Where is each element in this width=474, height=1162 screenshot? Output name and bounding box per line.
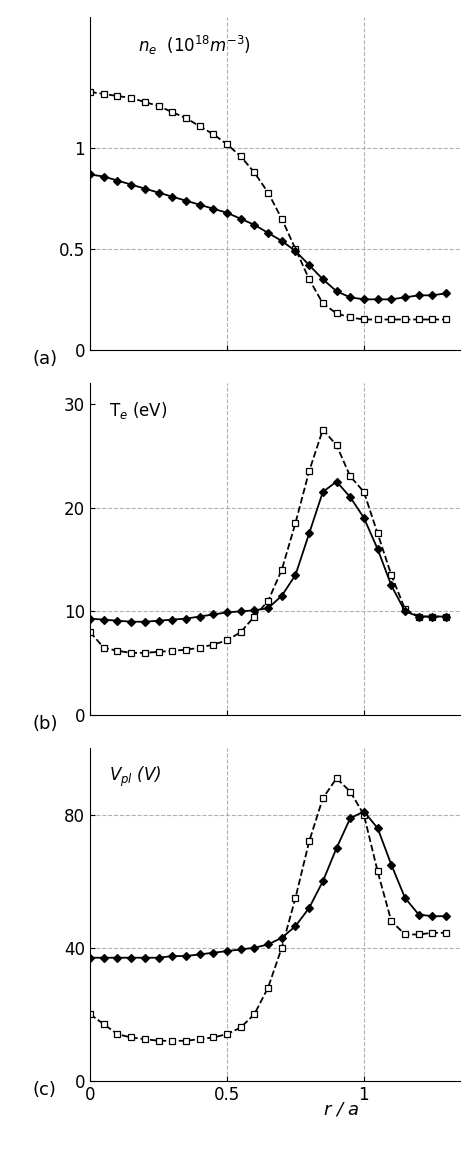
Text: $n_e$  $(10^{18}$m$^{-3})$: $n_e$ $(10^{18}$m$^{-3})$ bbox=[138, 34, 251, 57]
Text: T$_e$ (eV): T$_e$ (eV) bbox=[109, 400, 167, 421]
Text: $r$ / $a$: $r$ / $a$ bbox=[323, 1100, 360, 1119]
Text: (a): (a) bbox=[33, 350, 58, 367]
Text: $V_{pl}$ (V): $V_{pl}$ (V) bbox=[109, 765, 161, 789]
Text: (b): (b) bbox=[33, 715, 58, 733]
Text: (c): (c) bbox=[33, 1081, 56, 1098]
